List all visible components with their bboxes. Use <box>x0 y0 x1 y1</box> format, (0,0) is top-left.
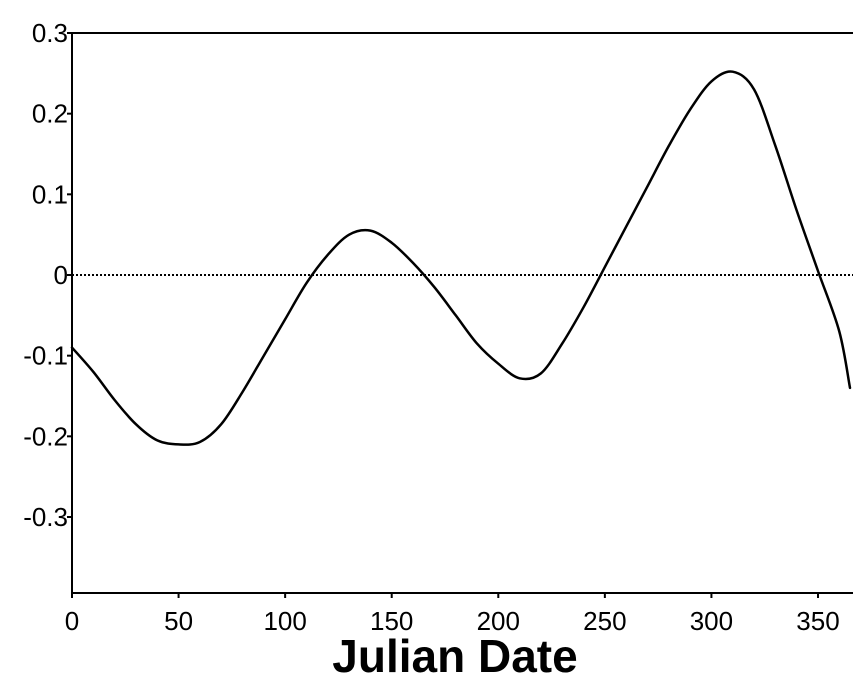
x-axis-title: Julian Date <box>332 630 577 682</box>
y-tick-label: 0.2 <box>32 99 68 129</box>
y-tick-label: 0.3 <box>32 18 68 48</box>
x-tick-label: 0 <box>65 606 79 636</box>
y-tick-label: 0.1 <box>32 179 68 209</box>
x-tick-label: 150 <box>370 606 413 636</box>
x-tick-label: 100 <box>263 606 306 636</box>
x-axis-ticks: 0 50 100 150 200 250 300 350 <box>65 593 840 636</box>
series-line <box>70 70 852 446</box>
x-tick-label: 350 <box>796 606 839 636</box>
x-tick-label: 300 <box>690 606 733 636</box>
plot-area <box>71 32 853 594</box>
y-tick-label: -0.2 <box>23 421 68 451</box>
x-tick-label: 250 <box>583 606 626 636</box>
y-tick-label: -0.3 <box>23 502 68 532</box>
x-tick-label: 200 <box>477 606 520 636</box>
y-tick-label: 0 <box>54 260 68 290</box>
x-tick-label: 50 <box>164 606 193 636</box>
y-axis-ticks: 0.3 0.2 0.1 0 -0.1 -0.2 -0.3 <box>23 18 72 532</box>
series-layer <box>70 70 852 446</box>
y-tick-label: -0.1 <box>23 341 68 371</box>
